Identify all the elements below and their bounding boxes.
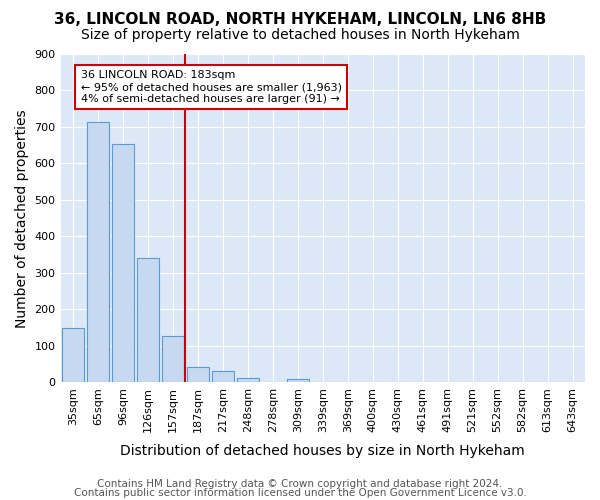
- Bar: [187, 366, 209, 382]
- Bar: [87, 122, 109, 382]
- Bar: [161, 336, 184, 382]
- Bar: [212, 372, 234, 382]
- Bar: [287, 379, 309, 382]
- Text: 36, LINCOLN ROAD, NORTH HYKEHAM, LINCOLN, LN6 8HB: 36, LINCOLN ROAD, NORTH HYKEHAM, LINCOLN…: [54, 12, 546, 28]
- Bar: [62, 328, 84, 382]
- Bar: [112, 144, 134, 382]
- Y-axis label: Number of detached properties: Number of detached properties: [15, 109, 29, 328]
- Bar: [137, 258, 159, 382]
- X-axis label: Distribution of detached houses by size in North Hykeham: Distribution of detached houses by size …: [121, 444, 525, 458]
- Text: Size of property relative to detached houses in North Hykeham: Size of property relative to detached ho…: [80, 28, 520, 42]
- Text: 36 LINCOLN ROAD: 183sqm
← 95% of detached houses are smaller (1,963)
4% of semi-: 36 LINCOLN ROAD: 183sqm ← 95% of detache…: [80, 70, 341, 104]
- Text: Contains public sector information licensed under the Open Government Licence v3: Contains public sector information licen…: [74, 488, 526, 498]
- Text: Contains HM Land Registry data © Crown copyright and database right 2024.: Contains HM Land Registry data © Crown c…: [97, 479, 503, 489]
- Bar: [236, 378, 259, 382]
